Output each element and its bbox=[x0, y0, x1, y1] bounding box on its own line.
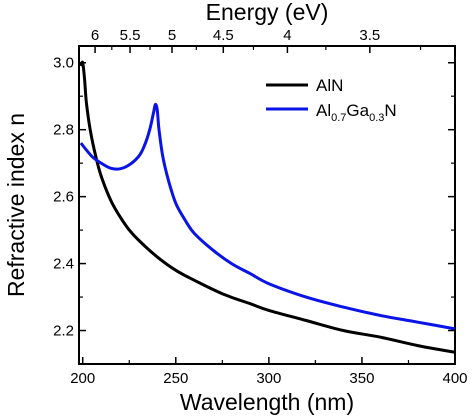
y-tick-label: 2.6 bbox=[53, 189, 74, 206]
left-axis-ticks: 2.2 2.4 2.6 2.8 3.0 bbox=[53, 55, 455, 340]
top-tick-label: 5 bbox=[168, 27, 176, 44]
x-axis-title: Wavelength (nm) bbox=[180, 389, 354, 415]
top-tick-label: 3.5 bbox=[359, 27, 380, 44]
x-tick-label: 250 bbox=[163, 370, 188, 387]
y-tick-label: 2.4 bbox=[53, 256, 74, 273]
series-line-0 bbox=[79, 60, 456, 354]
legend-part-n: N bbox=[384, 101, 396, 120]
x-tick-label: 200 bbox=[70, 370, 95, 387]
legend-label-algan: Al0.7Ga0.3N bbox=[316, 101, 397, 124]
top-axis-title: Energy (eV) bbox=[206, 0, 329, 25]
y-tick-label: 2.8 bbox=[53, 122, 74, 139]
series-layer bbox=[79, 60, 456, 354]
legend: AlN Al0.7Ga0.3N bbox=[266, 76, 397, 124]
legend-part-al: Al bbox=[316, 101, 331, 120]
x-tick-label: 350 bbox=[349, 370, 374, 387]
legend-sub-03: 0.3 bbox=[369, 112, 384, 124]
bottom-axis-ticks: 200 250 300 350 400 bbox=[70, 357, 468, 387]
top-tick-label: 4 bbox=[283, 27, 291, 44]
y-axis-title: Refractive index n bbox=[3, 113, 29, 297]
top-tick-label: 5.5 bbox=[120, 27, 141, 44]
top-tick-label: 4.5 bbox=[213, 27, 234, 44]
plot-frame bbox=[78, 45, 456, 365]
x-tick-label: 400 bbox=[442, 370, 467, 387]
top-axis-ticks: 6 5.5 5 4.5 4 3.5 bbox=[91, 27, 422, 53]
y-tick-label: 3.0 bbox=[53, 55, 74, 72]
top-tick-label: 6 bbox=[91, 27, 99, 44]
legend-part-ga: Ga bbox=[346, 101, 369, 120]
x-tick-label: 300 bbox=[256, 370, 281, 387]
legend-label-aln: AlN bbox=[316, 76, 343, 95]
series-line-1 bbox=[79, 102, 456, 331]
legend-sub-07: 0.7 bbox=[331, 112, 346, 124]
y-tick-label: 2.2 bbox=[53, 323, 74, 340]
